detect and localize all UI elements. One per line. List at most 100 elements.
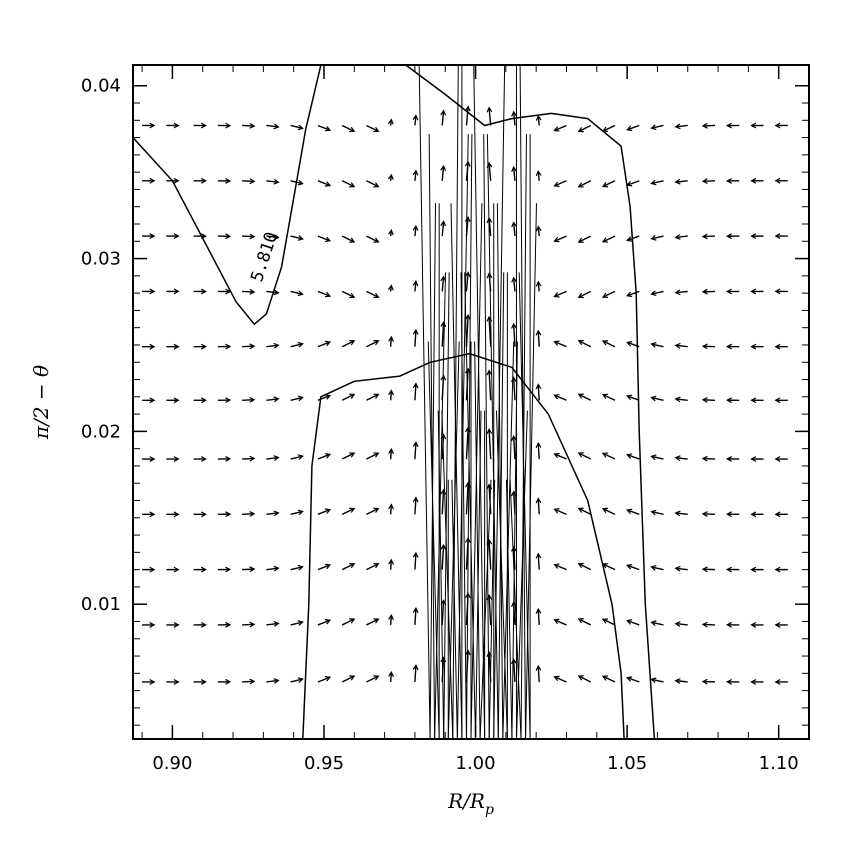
central-flow-line (418, 65, 431, 739)
central-flow-line (505, 479, 513, 739)
velocity-arrowhead (626, 676, 633, 682)
velocity-arrow (602, 563, 616, 571)
velocity-arrowhead (650, 677, 657, 684)
velocity-arrow (651, 235, 664, 240)
velocity-arrowhead (601, 618, 609, 624)
velocity-arrowhead (577, 127, 584, 133)
velocity-arrow (414, 226, 417, 237)
velocity-arrow (242, 290, 255, 293)
velocity-arrow (366, 235, 379, 243)
velocity-arrow (578, 452, 592, 460)
velocity-arrowhead (412, 114, 419, 121)
velocity-arrow (266, 124, 279, 128)
velocity-arrowhead (225, 288, 232, 295)
velocity-arrowhead (373, 126, 380, 133)
velocity-arrow (341, 290, 355, 298)
x-axis-ticks: 0.90 0.95 1.00 1.05 1.10 (141, 65, 810, 774)
y-tick-label: 0.02 (81, 421, 121, 442)
velocity-arrowhead (297, 620, 304, 626)
velocity-arrow (389, 449, 393, 460)
velocity-arrow (441, 489, 445, 515)
velocity-arrow (266, 235, 279, 239)
velocity-arrow (675, 398, 688, 401)
velocity-arrowhead (173, 622, 180, 628)
velocity-arrow (578, 290, 592, 298)
velocity-arrowhead (297, 509, 304, 516)
velocity-arrowhead (225, 455, 232, 462)
velocity-arrowhead (510, 657, 517, 665)
velocity-arrow (389, 336, 393, 347)
velocity-arrowhead (510, 322, 517, 329)
velocity-arrow (341, 124, 355, 132)
velocity-arrowhead (225, 621, 232, 628)
velocity-arrowhead (626, 619, 633, 625)
velocity-arrowhead (373, 340, 380, 346)
velocity-arrow (627, 619, 640, 626)
velocity-arrowhead (273, 342, 280, 349)
x-tick-label: 1.10 (759, 753, 799, 774)
velocity-arrowhead (774, 679, 781, 685)
velocity-arrowhead (173, 397, 180, 404)
velocity-arrowhead (388, 670, 394, 678)
velocity-arrowhead (349, 393, 356, 399)
velocity-arrowhead (440, 164, 447, 171)
velocity-arrowhead (535, 170, 542, 177)
velocity-arrowhead (601, 237, 609, 243)
velocity-arrowhead (273, 123, 280, 130)
velocity-arrow (414, 170, 417, 181)
velocity-arrow (651, 124, 664, 129)
velocity-arrowhead (373, 675, 380, 681)
velocity-arrowhead (273, 510, 280, 517)
velocity-arrow (242, 398, 255, 401)
velocity-arrowhead (486, 106, 493, 113)
velocity-arrowhead (149, 177, 156, 184)
velocity-arrowhead (249, 511, 256, 517)
velocity-arrow (675, 622, 688, 626)
velocity-arrowhead (674, 510, 681, 517)
velocity-arrowhead (249, 455, 256, 462)
velocity-arrow (512, 323, 516, 347)
velocity-arrow (675, 567, 688, 571)
central-flow-line (479, 479, 492, 739)
velocity-arrowhead (535, 114, 542, 121)
velocity-arrowhead (650, 620, 657, 627)
velocity-arrowhead (200, 177, 207, 184)
velocity-arrowhead (297, 235, 304, 241)
velocity-arrowhead (412, 328, 419, 335)
velocity-arrow (441, 322, 445, 347)
velocity-arrow (389, 559, 393, 570)
velocity-arrowhead (249, 288, 256, 295)
velocity-arrow (602, 508, 616, 515)
velocity-arrow (266, 398, 279, 401)
velocity-arrowhead (626, 563, 633, 570)
velocity-arrow (290, 396, 303, 401)
velocity-arrow (290, 621, 303, 626)
velocity-arrow (675, 512, 688, 516)
velocity-arrowhead (273, 289, 280, 296)
velocity-arrowhead (701, 678, 708, 685)
velocity-arrowhead (388, 448, 394, 455)
velocity-arrowhead (577, 237, 584, 243)
velocity-arrow (578, 618, 592, 626)
velocity-arrowhead (200, 511, 207, 518)
velocity-arrowhead (297, 395, 304, 402)
velocity-arrow (366, 452, 379, 460)
velocity-arrowhead (149, 679, 156, 685)
velocity-arrowhead (373, 507, 380, 513)
velocity-arrow (341, 618, 355, 626)
velocity-arrowhead (464, 105, 471, 112)
velocity-arrowhead (412, 664, 419, 671)
velocity-arrow (242, 345, 255, 348)
velocity-arrow (290, 343, 303, 348)
velocity-arrow (578, 507, 592, 515)
velocity-arrowhead (324, 291, 332, 298)
velocity-arrow (242, 568, 255, 571)
velocity-arrow (414, 329, 417, 347)
velocity-arrow (465, 106, 469, 126)
y-tick-label: 0.04 (81, 76, 121, 97)
velocity-arrow (578, 393, 592, 401)
velocity-arrowhead (626, 394, 633, 401)
velocity-arrow (441, 221, 445, 237)
velocity-arrowhead (149, 122, 156, 129)
contour-line (405, 65, 656, 739)
